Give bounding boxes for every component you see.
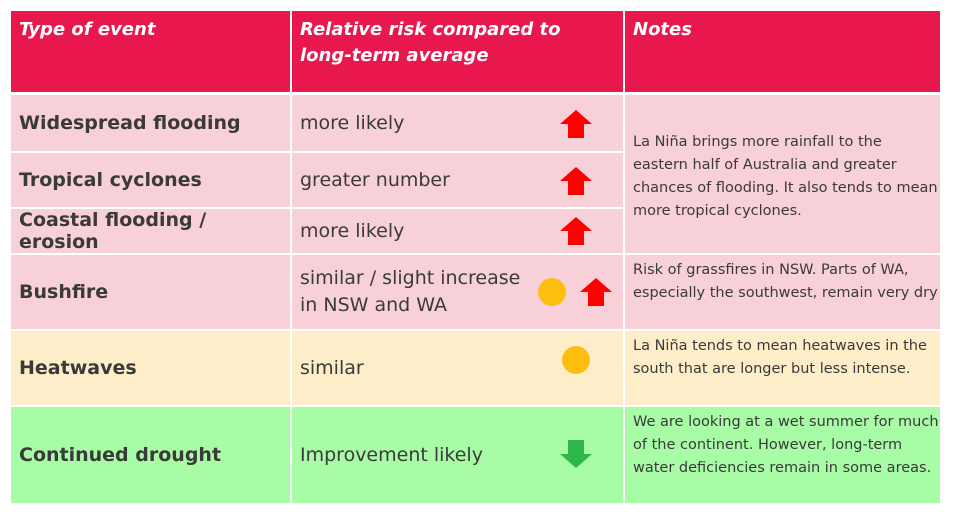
circle-icon [562, 346, 590, 374]
up-arrow-icon [580, 278, 612, 306]
risk-label: greater number [300, 168, 450, 191]
risk-label: more likely [300, 219, 405, 242]
risk-label: similar / slight increase in NSW and WA [300, 267, 521, 316]
up-arrow-icon [560, 167, 592, 195]
circle-icon [538, 278, 566, 306]
risk-cell: Improvement likely [292, 407, 623, 503]
event-cell: Coastal flooding / erosion [11, 209, 290, 253]
notes-text: La Niña tends to mean heatwaves in the s… [633, 338, 927, 377]
event-cell: Continued drought [11, 407, 290, 503]
down-arrow-icon [560, 440, 592, 468]
risk-label: Improvement likely [300, 443, 483, 466]
event-label: Coastal flooding / erosion [19, 209, 207, 253]
header-notes: Notes [625, 11, 940, 92]
up-arrow-icon [560, 217, 592, 245]
risk-cell: greater number [292, 153, 623, 207]
event-cell: Heatwaves [11, 331, 290, 405]
header-relative-risk: Relative risk compared to long-term aver… [292, 11, 623, 92]
risk-cell: more likely [292, 95, 623, 151]
event-cell: Bushfire [11, 255, 290, 329]
notes-text: La Niña brings more rainfall to the east… [633, 134, 938, 219]
event-label: Continued drought [19, 444, 222, 466]
event-label: Heatwaves [19, 357, 137, 379]
notes-bushfire: Risk of grassfires in NSW. Parts of WA, … [625, 255, 940, 329]
notes-heatwaves: La Niña tends to mean heatwaves in the s… [625, 331, 940, 405]
risk-cell: similar [292, 331, 623, 405]
notes-text: We are looking at a wet summer for much … [633, 414, 939, 476]
notes-drought: We are looking at a wet summer for much … [625, 407, 940, 503]
event-cell: Widespread flooding [11, 95, 290, 151]
risk-cell: similar / slight increase in NSW and WA [292, 255, 623, 329]
risk-table: Type of event Relative risk compared to … [11, 11, 940, 503]
event-label: Widespread flooding [19, 112, 241, 134]
risk-label: more likely [300, 111, 405, 134]
event-label: Bushfire [19, 281, 109, 303]
event-cell: Tropical cyclones [11, 153, 290, 207]
risk-label: similar [300, 356, 364, 379]
event-label: Tropical cyclones [19, 169, 202, 191]
up-arrow-icon [560, 110, 592, 138]
header-type-of-event: Type of event [11, 11, 290, 92]
notes-flooding-cyclones: La Niña brings more rainfall to the east… [625, 95, 940, 253]
notes-text: Risk of grassfires in NSW. Parts of WA, … [633, 262, 938, 301]
risk-cell: more likely [292, 209, 623, 253]
